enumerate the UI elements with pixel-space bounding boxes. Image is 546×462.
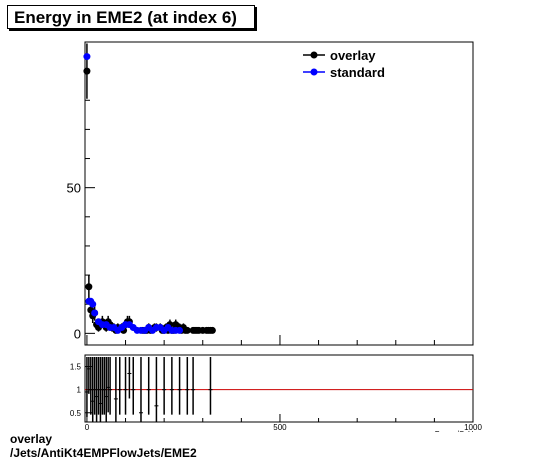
ratio-point <box>185 357 190 415</box>
standard-point <box>91 309 99 317</box>
standard-point <box>89 300 97 308</box>
main-axes: 0 50 <box>67 70 474 345</box>
title-box: Energy in EME2 (at index 6) <box>7 5 255 29</box>
ratio-point <box>113 357 118 422</box>
footer-line-1: overlay <box>10 432 53 446</box>
ratio-point <box>154 357 159 422</box>
ratio-y-tick-label: 1.5 <box>70 363 82 372</box>
ratio-point <box>138 357 143 422</box>
main-frame-rect <box>84 41 474 346</box>
y-tick-label: 50 <box>67 181 81 196</box>
overlay-point <box>85 275 93 299</box>
ratio-point <box>123 357 128 415</box>
ratio-y-tick-label: 0.5 <box>70 409 82 418</box>
ratio-plot-frame <box>84 354 474 423</box>
standard-point <box>176 326 184 334</box>
x-tick-label: 0 <box>85 423 90 432</box>
ratio-y-tick-label: 1 <box>77 386 82 395</box>
chart: 0 50 overlay standard 0.5 1 1.5 0 500 1000 Ener… <box>67 41 482 432</box>
ratio-point <box>177 357 182 415</box>
ratio-point <box>117 357 122 415</box>
ratio-point <box>191 357 196 415</box>
footer: overlay /Jets/AntiKt4EMPFlowJets/EME2 <box>10 432 197 460</box>
ratio-point <box>127 357 132 399</box>
footer-line-2: /Jets/AntiKt4EMPFlowJets/EME2 <box>10 446 197 460</box>
overlay-point <box>183 326 191 334</box>
ratio-data-points <box>84 357 213 422</box>
x-axis-label: Energy/GeV <box>435 431 473 432</box>
ratio-frame-rect <box>84 354 474 423</box>
legend-marker <box>310 51 318 59</box>
legend-marker <box>310 68 318 76</box>
ratio-point <box>131 357 136 415</box>
main-plot-frame <box>84 41 474 346</box>
y-tick-label: 0 <box>74 326 81 341</box>
legend-label: standard <box>330 65 385 80</box>
page-title: Energy in EME2 (at index 6) <box>14 8 237 27</box>
x-tick-label: 1000 <box>464 423 482 432</box>
overlay-point <box>83 43 91 99</box>
ratio-point <box>169 357 174 415</box>
ratio-point <box>146 357 151 415</box>
ratio-point <box>208 357 213 415</box>
standard-point <box>83 53 91 61</box>
main-data-points <box>83 43 216 334</box>
ratio-point <box>162 357 167 415</box>
overlay-point <box>208 326 216 334</box>
ratio-point <box>108 357 113 415</box>
legend: overlay standard <box>303 48 385 80</box>
x-tick-label: 500 <box>273 423 287 432</box>
legend-label: overlay <box>330 48 376 63</box>
